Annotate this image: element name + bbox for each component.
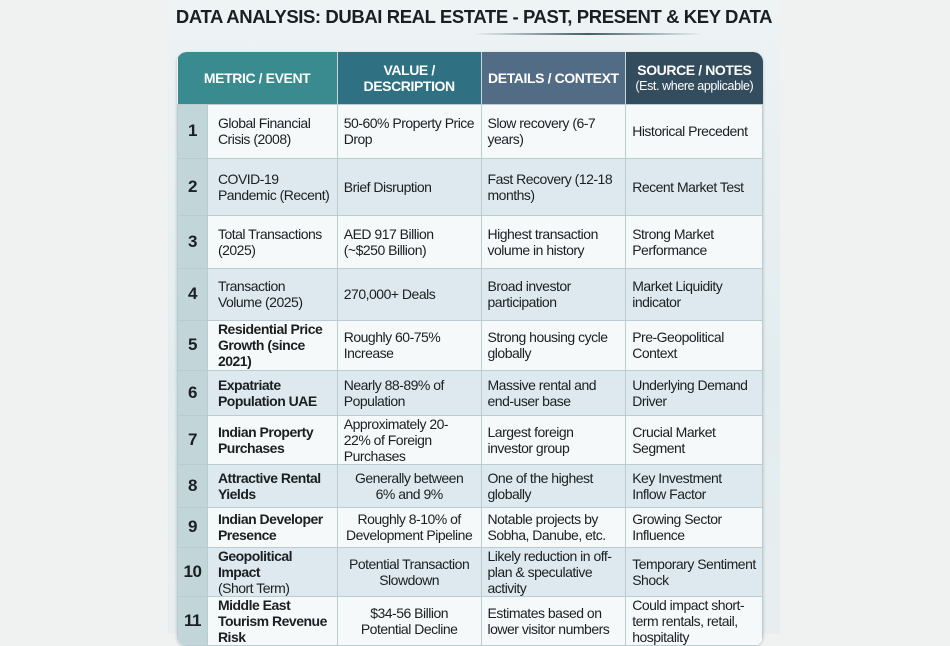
row-number: 4 [177, 267, 208, 321]
source-cell: Pre-Geopolitical Context [625, 319, 763, 371]
metric-cell: Residential Price Growth (since 2021) [206, 319, 338, 371]
details-cell: One of the highest globally [480, 463, 627, 508]
source-cell: Market Liquidity indicator [625, 267, 763, 321]
table-row: 4 Transaction Volume (2025) 270,000+ Dea… [177, 267, 763, 321]
details-cell: Highest transaction volume in history [480, 214, 627, 269]
header-source-sub: (Est. where applicable) [635, 78, 754, 93]
row-number: 7 [177, 414, 208, 465]
header-details: DETAILS / CONTEXT [481, 52, 627, 104]
metric-text: Residential Price Growth (since 2021) [217, 321, 323, 369]
source-cell: Growing Sector Influence [625, 506, 763, 548]
details-cell: Massive rental and end-user base [480, 369, 627, 416]
metric-text: COVID-19 Pandemic (Recent) [217, 170, 330, 203]
metric-text: Indian Developer Presence [217, 511, 323, 543]
source-cell: Strong Market Performance [625, 214, 763, 269]
metric-cell: Total Transactions (2025) [206, 214, 338, 269]
metric-text: Middle East Tourism Revenue Risk [217, 596, 327, 645]
page-title: DATA ANALYSIS: DUBAI REAL ESTATE - PAST,… [175, 6, 773, 27]
header-source: SOURCE / NOTES (Est. where applicable) [625, 52, 763, 104]
header-row: METRIC / EVENT VALUE / DESCRIPTION DETAI… [177, 52, 763, 104]
metric-cell: Attractive Rental Yields [206, 463, 338, 508]
metric-text: Attractive Rental Yields [217, 469, 321, 502]
value-cell: Roughly 8-10% of Development Pipeline [336, 506, 482, 548]
title-underline [473, 33, 703, 35]
row-number: 3 [177, 214, 208, 269]
row-number: 9 [177, 506, 208, 548]
details-cell: Likely reduction in off-plan & speculati… [480, 546, 627, 597]
metric-text: Global Financial Crisis (2008) [217, 115, 311, 147]
metric-cell: Indian Property Purchases [206, 414, 338, 465]
table-row: 1 Global Financial Crisis (2008) 50-60% … [177, 103, 763, 159]
value-cell: Approximately 20-22% of Foreign Purchase… [336, 414, 482, 465]
table-row: 11 Middle East Tourism Revenue Risk $34-… [177, 595, 763, 646]
value-cell: Roughly 60-75% Increase [336, 319, 482, 371]
details-cell: Slow recovery (6-7 years) [480, 103, 627, 159]
table-row: 3 Total Transactions (2025) AED 917 Bill… [177, 214, 763, 269]
details-cell: Estimates based on lower visitor numbers [480, 595, 627, 646]
source-cell: Crucial Market Segment [625, 414, 763, 465]
table-row: 9 Indian Developer Presence Roughly 8-10… [177, 506, 763, 548]
value-cell: 270,000+ Deals [336, 267, 482, 321]
details-cell: Notable projects by Sobha, Danube, etc. [480, 506, 627, 548]
value-cell: AED 917 Billion (~$250 Billion) [336, 214, 482, 269]
source-cell: Could impact short-term rentals, retail,… [625, 595, 763, 646]
table-row: 2 COVID-19 Pandemic (Recent) Brief Disru… [177, 157, 763, 216]
details-cell: Largest foreign investor group [480, 414, 627, 465]
metric-cell: COVID-19 Pandemic (Recent) [206, 157, 338, 216]
table-row: 7 Indian Property Purchases Approximatel… [177, 414, 763, 465]
source-cell: Recent Market Test [625, 157, 763, 216]
metric-cell: Expatriate Population UAE [206, 369, 338, 416]
row-number: 2 [177, 157, 208, 216]
row-number: 10 [177, 546, 208, 597]
table-row: 10 Geopolitical Impact (Short Term) Poten… [177, 546, 763, 597]
metric-line1: Geopolitical Impact [217, 547, 293, 580]
metric-text: Indian Property Purchases [217, 423, 314, 456]
row-number: 8 [177, 463, 208, 508]
data-table: METRIC / EVENT VALUE / DESCRIPTION DETAI… [177, 52, 763, 646]
metric-cell: Indian Developer Presence [206, 506, 338, 548]
value-cell: 50-60% Property Price Drop [336, 103, 482, 159]
metric-cell: Geopolitical Impact (Short Term) [206, 546, 338, 597]
row-number: 5 [177, 319, 208, 371]
value-cell: Potential Transaction Slowdown [336, 546, 482, 597]
header-value: VALUE / DESCRIPTION [337, 52, 482, 104]
row-number: 6 [177, 369, 208, 416]
source-cell: Temporary Sentiment Shock [625, 546, 763, 597]
row-number: 11 [177, 595, 208, 646]
details-cell: Broad investor participation [480, 267, 627, 321]
source-cell: Key Investment Inflow Factor [625, 463, 763, 508]
metric-cell: Transaction Volume (2025) [206, 267, 338, 321]
metric-line2: (Short Term) [217, 579, 290, 596]
header-source-label: SOURCE / NOTES [637, 61, 752, 78]
value-cell: Nearly 88-89% of Population [336, 369, 482, 416]
metric-cell: Global Financial Crisis (2008) [206, 103, 338, 159]
source-cell: Underlying Demand Driver [625, 369, 763, 416]
details-cell: Strong housing cycle globally [480, 319, 627, 371]
value-cell: Generally between 6% and 9% [336, 463, 482, 508]
row-number: 1 [177, 103, 208, 159]
table-row: 8 Attractive Rental Yields Generally bet… [177, 463, 763, 508]
header-metric: METRIC / EVENT [177, 52, 338, 104]
metric-text: Transaction Volume (2025) [217, 278, 303, 310]
source-cell: Historical Precedent [625, 103, 763, 159]
table-row: 5 Residential Price Growth (since 2021) … [177, 319, 763, 371]
value-cell: Brief Disruption [336, 157, 482, 216]
details-cell: Fast Recovery (12-18 months) [480, 157, 627, 216]
metric-text: Total Transactions (2025) [217, 225, 322, 258]
table-row: 6 Expatriate Population UAE Nearly 88-89… [177, 369, 763, 416]
value-cell: $34-56 Billion Potential Decline [336, 595, 482, 646]
metric-cell: Middle East Tourism Revenue Risk [206, 595, 338, 646]
metric-text: Expatriate Population UAE [217, 376, 317, 409]
